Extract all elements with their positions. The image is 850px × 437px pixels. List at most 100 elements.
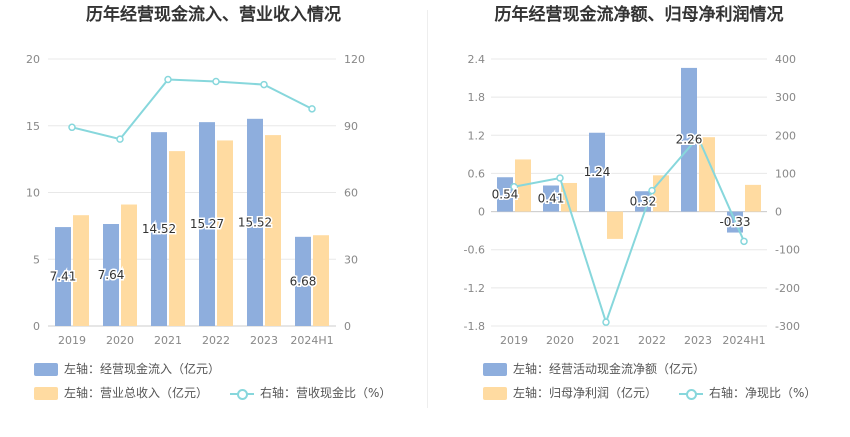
left-axis-tick-label: 0.6 xyxy=(468,167,486,180)
ratio-point xyxy=(694,133,702,141)
right-axis-tick-label: -100 xyxy=(775,244,800,257)
ratio-line xyxy=(71,78,313,141)
data-label: 0.32 xyxy=(630,194,657,208)
right-axis-tick-label: 0 xyxy=(775,206,782,219)
right-axis-tick-label: 90 xyxy=(344,120,358,133)
x-axis-tick-label: 2021 xyxy=(592,334,620,347)
legend-item-revenue[interactable]: 左轴：营业总收入（亿元） xyxy=(34,384,208,402)
left-axis-tick-label: 0 xyxy=(478,206,485,219)
legend-item-cash-ratio[interactable]: 右轴：营收现金比（%） xyxy=(230,384,391,402)
left-axis-tick-label: -1.8 xyxy=(464,320,485,333)
x-axis-tick-label: 2024H1 xyxy=(722,334,765,347)
data-label: 6.68 xyxy=(290,274,317,288)
bar-secondary xyxy=(607,211,623,239)
legend-item-cash-inflow[interactable]: 左轴：经营现金流入（亿元） xyxy=(34,360,220,378)
bar-primary xyxy=(589,132,605,212)
legend-label: 左轴：经营现金流入（亿元） xyxy=(64,362,221,376)
left-chart-title: 历年经营现金流入、营业收入情况 xyxy=(86,5,341,25)
left-axis-tick-label: 0 xyxy=(33,320,40,333)
left-axis-tick-label: 1.8 xyxy=(468,91,486,104)
x-axis-tick-label: 2019 xyxy=(500,334,528,347)
legend-item-net-cash-ratio[interactable]: 右轴：净现比（%） xyxy=(679,384,816,402)
x-axis-tick-label: 2022 xyxy=(638,334,666,347)
ratio-point xyxy=(260,80,268,89)
right-legend-row-1: 左轴：经营活动现金流净额（亿元） xyxy=(483,360,705,378)
bar-primary xyxy=(199,122,215,326)
ratio-point xyxy=(648,186,656,195)
line-swatch-icon xyxy=(679,387,704,400)
line-swatch-icon xyxy=(230,387,255,400)
left-axis-tick-label: -0.6 xyxy=(464,244,485,257)
bar-primary xyxy=(295,236,311,326)
right-axis-tick-label: 200 xyxy=(775,129,796,142)
left-legend-row-2: 左轴：营业总收入（亿元） 右轴：营收现金比（%） xyxy=(34,384,391,402)
ratio-point xyxy=(740,237,748,246)
right-axis-tick-label: 400 xyxy=(775,53,796,66)
data-label: 0.41 xyxy=(538,192,565,206)
legend-label: 左轴：经营活动现金流净额（亿元） xyxy=(513,362,706,376)
x-axis-tick-label: 2020 xyxy=(546,334,574,347)
left-axis-tick-label: 20 xyxy=(26,53,40,66)
x-axis-tick-label: 2023 xyxy=(250,334,278,347)
ratio-point xyxy=(510,183,518,191)
right-axis-tick-label: -200 xyxy=(775,282,800,295)
bar-swatch-icon xyxy=(34,386,58,400)
x-axis-tick-label: 2019 xyxy=(58,334,86,347)
bar-secondary xyxy=(121,204,137,326)
ratio-point xyxy=(164,75,172,84)
bar-swatch-icon xyxy=(34,362,58,376)
x-axis-tick-label: 2021 xyxy=(154,334,182,347)
bar-secondary xyxy=(169,151,185,326)
right-chart-title: 历年经营现金流净额、归母净利润情况 xyxy=(494,5,784,25)
bar-secondary xyxy=(699,137,715,212)
data-label: 14.52 xyxy=(142,222,176,236)
right-axis-tick-label: 0 xyxy=(344,320,351,333)
bar-primary xyxy=(103,224,119,326)
x-axis-tick-label: 2023 xyxy=(684,334,712,347)
bar-secondary xyxy=(313,235,329,326)
ratio-line xyxy=(513,135,745,326)
ratio-point xyxy=(68,123,76,132)
left-axis-tick-label: -1.2 xyxy=(464,282,485,295)
bar-swatch-icon xyxy=(483,386,507,400)
right-axis-tick-label: 100 xyxy=(775,167,796,180)
bar-primary xyxy=(497,177,513,212)
bar-secondary xyxy=(265,135,281,326)
legend-label: 右轴：净现比（%） xyxy=(709,386,817,400)
data-label: 0.54 xyxy=(492,187,519,201)
left-axis-tick-label: 10 xyxy=(26,187,40,200)
legend-item-net-cash-flow[interactable]: 左轴：经营活动现金流净额（亿元） xyxy=(483,360,705,378)
bar-primary xyxy=(55,227,71,326)
bar-secondary xyxy=(561,182,577,212)
bar-secondary xyxy=(745,184,761,212)
left-axis-tick-label: 2.4 xyxy=(468,53,486,66)
data-label: 7.41 xyxy=(50,270,77,284)
ratio-point xyxy=(556,174,564,182)
legend-label: 右轴：营收现金比（%） xyxy=(260,386,392,400)
x-axis-tick-label: 2020 xyxy=(106,334,134,347)
x-axis-tick-label: 2024H1 xyxy=(290,334,333,347)
data-label: 2.26 xyxy=(676,133,703,147)
bar-swatch-icon xyxy=(483,362,507,376)
ratio-point xyxy=(602,318,610,326)
data-label: 15.27 xyxy=(190,217,224,231)
x-axis-tick-label: 2022 xyxy=(202,334,230,347)
legend-label: 左轴：归母净利润（亿元） xyxy=(513,386,658,400)
right-axis-tick-label: 120 xyxy=(344,53,365,66)
bar-primary xyxy=(681,67,697,212)
left-legend-row-1: 左轴：经营现金流入（亿元） xyxy=(34,360,220,378)
right-axis-tick-label: 60 xyxy=(344,187,358,200)
bar-primary xyxy=(151,132,167,326)
bar-primary xyxy=(543,185,559,212)
legend-label: 左轴：营业总收入（亿元） xyxy=(64,386,209,400)
left-axis-tick-label: 15 xyxy=(26,120,40,133)
left-axis-tick-label: 5 xyxy=(33,253,40,266)
legend-item-net-profit[interactable]: 左轴：归母净利润（亿元） xyxy=(483,384,657,402)
data-label: 7.64 xyxy=(98,268,125,282)
ratio-point xyxy=(116,135,124,143)
right-legend-row-2: 左轴：归母净利润（亿元） 右轴：净现比（%） xyxy=(483,384,816,402)
data-label: 1.24 xyxy=(584,165,611,179)
bar-primary xyxy=(247,118,263,326)
